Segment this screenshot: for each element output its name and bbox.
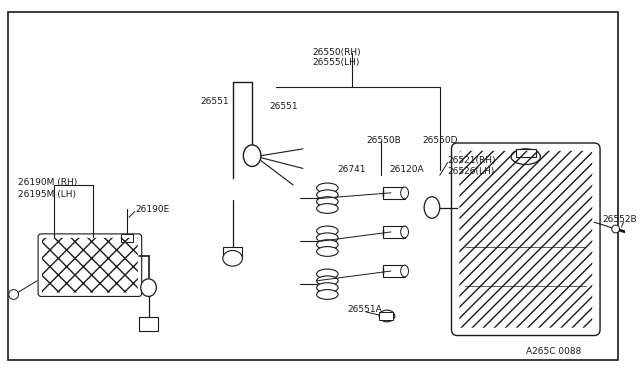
Bar [383,187,404,199]
Bar [383,265,404,277]
Text: 26190E: 26190E [135,205,169,214]
Bar [223,247,243,258]
Ellipse shape [317,226,338,236]
Text: 26551A: 26551A [347,305,381,314]
Text: 26521(RH): 26521(RH) [447,156,496,165]
Circle shape [9,289,19,299]
Ellipse shape [317,203,338,214]
Ellipse shape [511,149,540,164]
Ellipse shape [317,283,338,292]
Text: 26741: 26741 [337,166,365,174]
FancyBboxPatch shape [451,143,600,336]
Text: 26526(LH): 26526(LH) [447,167,495,176]
Bar [383,226,404,238]
Ellipse shape [424,197,440,218]
Text: 26550B: 26550B [367,136,401,145]
Ellipse shape [401,265,408,277]
Ellipse shape [317,197,338,206]
Ellipse shape [243,145,261,166]
Ellipse shape [401,226,408,238]
Circle shape [612,225,620,233]
Text: 26555(LH): 26555(LH) [313,58,360,67]
Text: 26551: 26551 [201,97,229,106]
Bar [516,149,536,157]
Ellipse shape [317,269,338,279]
Text: 26552B: 26552B [602,215,637,224]
Text: 26190M (RH): 26190M (RH) [17,178,77,187]
Ellipse shape [317,247,338,256]
Ellipse shape [317,240,338,250]
Ellipse shape [317,233,338,243]
Text: 26550(RH): 26550(RH) [313,48,362,57]
Bar [379,312,393,320]
Ellipse shape [317,183,338,193]
Ellipse shape [141,279,156,296]
Text: 26551: 26551 [269,102,298,111]
Bar [121,234,133,242]
Text: 26550D: 26550D [422,136,458,145]
Ellipse shape [379,310,395,322]
Ellipse shape [401,187,408,199]
Text: 26120A: 26120A [389,166,424,174]
Text: 26195M (LH): 26195M (LH) [17,190,76,199]
Ellipse shape [317,276,338,286]
FancyBboxPatch shape [38,234,141,296]
Bar [139,317,158,331]
Ellipse shape [317,190,338,200]
Ellipse shape [317,289,338,299]
Text: A265C 0088: A265C 0088 [526,347,581,356]
Ellipse shape [223,250,243,266]
